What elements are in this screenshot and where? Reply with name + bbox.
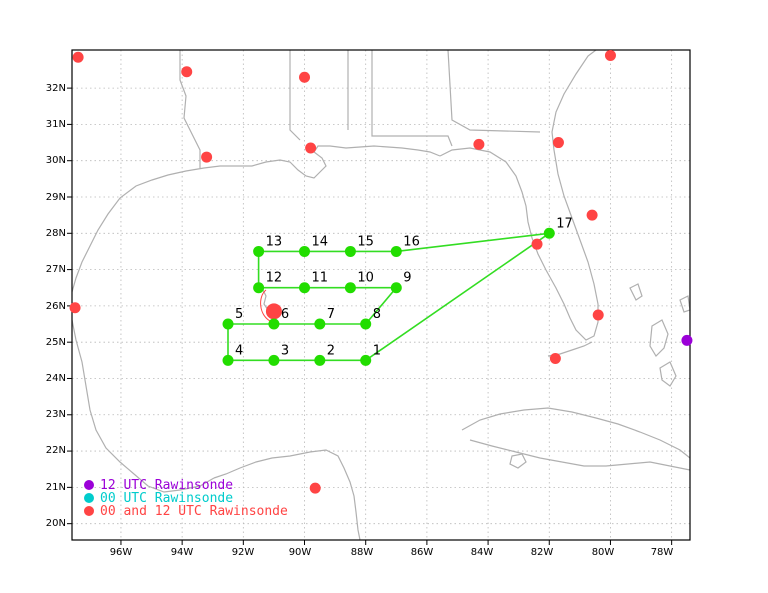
lat-label-21n: 21N (46, 482, 66, 493)
rawinsonde-station-marker (473, 138, 485, 150)
lat-lon-grid (72, 50, 690, 540)
isla-de-la-juventud (509, 453, 527, 469)
rawinsonde-station-marker (604, 49, 616, 61)
rawinsonde-station-marker (265, 303, 282, 320)
lon-label-90w: 90W (289, 547, 312, 558)
lat-label-31n: 31N (46, 119, 66, 130)
waypoint-7-marker (314, 318, 326, 330)
lat-label-25n: 25N (46, 337, 66, 348)
cuba-coast (461, 407, 691, 471)
waypoint-9-label: 9 (403, 271, 411, 286)
rawinsonde-stations (69, 49, 693, 494)
rawinsonde-station-marker (305, 142, 317, 154)
waypoint-16-label: 16 (403, 234, 420, 249)
rawinsonde-station-marker (181, 66, 193, 78)
waypoint-7-label: 7 (327, 307, 335, 322)
lon-label-78w: 78W (651, 547, 674, 558)
waypoint-14-label: 14 (312, 234, 329, 249)
lat-label-30n: 30N (46, 155, 66, 166)
flight-track-line (227, 232, 550, 362)
waypoint-17-label: 17 (556, 216, 573, 231)
waypoint-17-marker (543, 227, 555, 239)
waypoint-13-marker (253, 245, 265, 257)
lon-label-82w: 82W (531, 547, 554, 558)
legend-marker-00utc (84, 493, 94, 503)
waypoint-13-label: 13 (266, 234, 283, 249)
waypoint-14-marker (299, 245, 311, 257)
waypoint-8-marker (360, 318, 372, 330)
waypoint-15-marker (344, 245, 356, 257)
longitude-axis-labels: 96W 94W 92W 90W 88W 86W 84W 82W 80W 78W (110, 547, 674, 558)
legend-label-00utc: 00 UTC Rawinsonde (100, 491, 233, 506)
waypoint-10-label: 10 (357, 271, 374, 286)
bahamas-islands (629, 283, 691, 387)
waypoint-4-label: 4 (235, 343, 243, 358)
mexico-gulf-coast (71, 319, 215, 493)
waypoint-6-marker (268, 318, 280, 330)
axis-ticks (67, 87, 673, 545)
waypoint-5-label: 5 (235, 307, 243, 322)
legend-marker-both (84, 506, 94, 516)
waypoint-8-label: 8 (373, 307, 381, 322)
lat-label-27n: 27N (46, 264, 66, 275)
legend-label-12utc: 12 UTC Rawinsonde (100, 478, 233, 493)
waypoint-3-label: 3 (281, 343, 289, 358)
rawinsonde-station-marker (549, 353, 561, 365)
yucatan-coast (213, 449, 361, 541)
rawinsonde-station-marker (586, 209, 598, 221)
station-marker-ring (260, 289, 273, 323)
rawinsonde-station-marker (72, 51, 84, 63)
waypoint-12-marker (253, 282, 265, 294)
lat-label-28n: 28N (46, 228, 66, 239)
lat-label-26n: 26N (46, 301, 66, 312)
rawinsonde-station-marker (201, 151, 213, 163)
legend: 12 UTC Rawinsonde 00 UTC Rawinsonde 00 a… (84, 478, 288, 519)
waypoint-6-label: 6 (281, 307, 289, 322)
map-frame (71, 49, 691, 541)
waypoint-1-label: 1 (373, 343, 381, 358)
lat-label-22n: 22N (46, 445, 66, 456)
florida-coast (439, 49, 599, 341)
lat-label-32n: 32N (46, 83, 66, 94)
rawinsonde-station-marker (299, 71, 311, 83)
rawinsonde-station-marker (552, 137, 564, 149)
waypoint-5-marker (222, 318, 234, 330)
waypoint-11-label: 11 (312, 271, 329, 286)
lat-label-29n: 29N (46, 192, 66, 203)
waypoint-12-label: 12 (266, 271, 283, 286)
legend-marker-12utc (84, 480, 94, 490)
rawinsonde-station-marker (69, 302, 81, 314)
waypoint-2-marker (314, 354, 326, 366)
rawinsonde-station-marker (309, 482, 321, 494)
waypoint-11-marker (299, 282, 311, 294)
texas-louisiana-coast (71, 145, 441, 293)
waypoint-15-label: 15 (357, 234, 374, 249)
lon-label-96w: 96W (110, 547, 133, 558)
waypoint-4-marker (222, 354, 234, 366)
lat-label-23n: 23N (46, 409, 66, 420)
waypoint-9-marker (390, 282, 402, 294)
lon-label-84w: 84W (471, 547, 494, 558)
rawinsonde-station-marker (531, 238, 543, 250)
waypoint-16-marker (390, 245, 402, 257)
waypoint-1-marker (360, 354, 372, 366)
waypoint-3-marker (268, 354, 280, 366)
coastlines (71, 49, 691, 541)
legend-label-both: 00 and 12 UTC Rawinsonde (100, 504, 288, 519)
lon-label-94w: 94W (171, 547, 194, 558)
lon-label-92w: 92W (232, 547, 255, 558)
rawinsonde-station-marker (681, 334, 693, 346)
lon-label-80w: 80W (592, 547, 615, 558)
lat-label-20n: 20N (46, 518, 66, 529)
waypoint-10-marker (344, 282, 356, 294)
waypoint-2-label: 2 (327, 343, 335, 358)
latitude-axis-labels: 32N 31N 30N 29N 28N 27N 26N 25N 24N 23N … (46, 83, 66, 529)
rawinsonde-station-marker (592, 309, 604, 321)
lon-label-86w: 86W (411, 547, 434, 558)
lat-label-24n: 24N (46, 373, 66, 384)
lon-label-88w: 88W (351, 547, 374, 558)
